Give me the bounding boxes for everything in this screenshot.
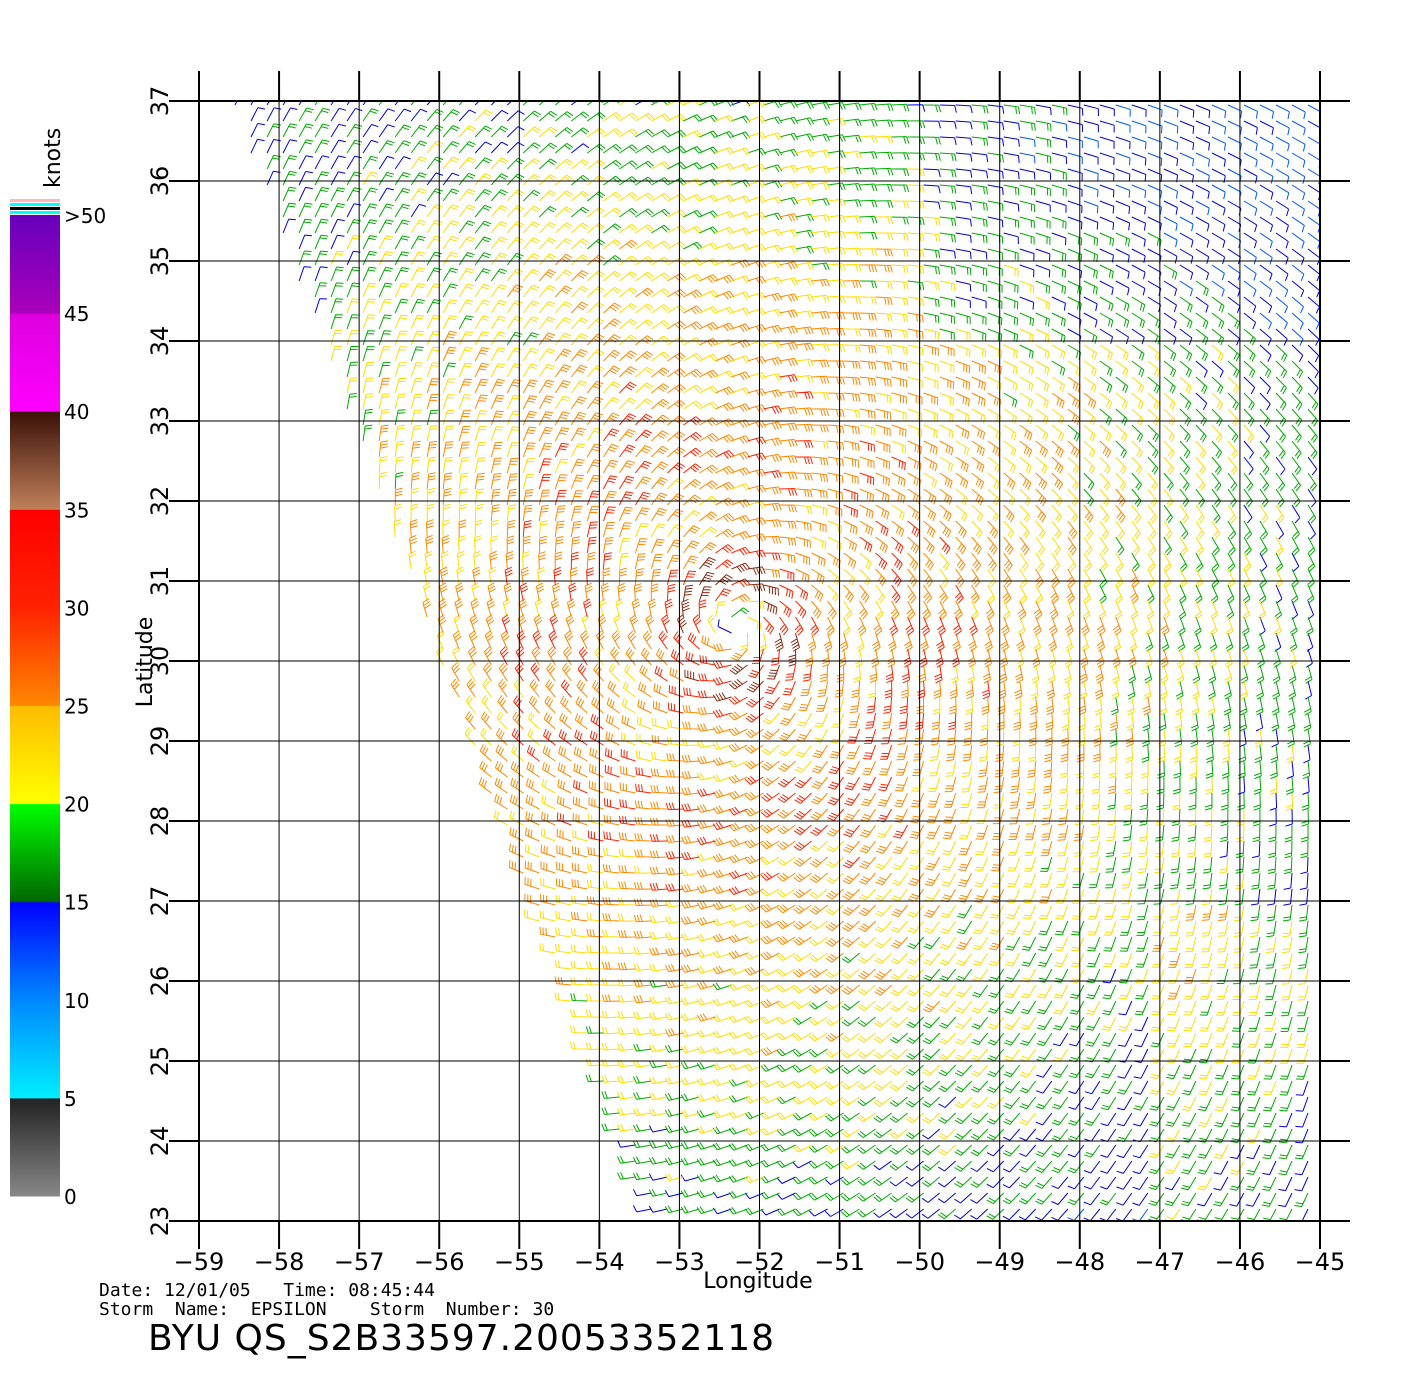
- colorbar-cap-stripe: [10, 203, 60, 206]
- x-tick-label: −59: [174, 1248, 225, 1276]
- colorbar-cap-stripe: [10, 207, 60, 210]
- x-tick-label: −54: [574, 1248, 625, 1276]
- colorbar-band: [10, 509, 60, 608]
- x-tick-label: −52: [734, 1248, 785, 1276]
- y-axis-ticks: 23 24 25 26 27 28 29 30 31 32 33 34 35 36 37: [146, 86, 174, 1237]
- wind-barb-group: [234, 101, 1320, 1221]
- x-tick-label: −58: [254, 1248, 305, 1276]
- colorbar-cap-stripe: [10, 199, 60, 202]
- y-tick-label: 33: [146, 406, 174, 437]
- colorbar-tick-label: 35: [64, 498, 89, 522]
- wind-barb-group: [378, 213, 1229, 1056]
- y-tick-label: 30: [146, 646, 174, 677]
- y-tick-label: 26: [146, 966, 174, 997]
- y-tick-label: 36: [146, 166, 174, 197]
- plot-frame: [198, 100, 1321, 1222]
- colorbar-tick-label: 15: [64, 891, 89, 915]
- y-tick-label: 29: [146, 726, 174, 757]
- wind-barb-group: [266, 101, 1319, 1221]
- file-title: BYU QS_S2B33597.20053352118: [148, 1318, 776, 1359]
- colorbar-tick-label: 10: [64, 989, 89, 1013]
- y-tick-label: 31: [146, 566, 174, 597]
- colorbar-band: [10, 607, 60, 706]
- colorbar-tick-label: 25: [64, 695, 89, 719]
- wind-barb-group: [499, 374, 991, 896]
- x-tick-label: −51: [814, 1248, 865, 1276]
- y-tick-label: 35: [146, 246, 174, 277]
- colorbar-tick-label: 0: [64, 1185, 77, 1209]
- wind-barb-group: [676, 557, 800, 702]
- grid-lines: [169, 71, 1350, 1249]
- colorbar: 0 5 10 15 20 25 30 35 40 45 >50: [10, 199, 106, 1209]
- colorbar-tick-label: 45: [64, 302, 89, 326]
- colorbar-band: [10, 1097, 60, 1197]
- colorbar-band: [10, 803, 60, 903]
- x-tick-label: −50: [894, 1248, 945, 1276]
- colorbar-band: [10, 215, 60, 314]
- x-tick-label: −47: [1135, 1248, 1186, 1276]
- colorbar-title: knots: [41, 128, 66, 188]
- colorbar-tick-label: 5: [64, 1087, 77, 1111]
- colorbar-tick-label: 30: [64, 596, 89, 620]
- y-axis-title: Latitude: [133, 617, 158, 708]
- y-tick-label: 27: [146, 886, 174, 917]
- y-tick-label: 34: [146, 326, 174, 357]
- x-tick-label: −49: [974, 1248, 1025, 1276]
- x-tick-label: −45: [1295, 1248, 1346, 1276]
- wind-barbs: [234, 101, 1320, 1221]
- colorbar-cap-stripe: [10, 211, 60, 214]
- colorbar-tick-label: 40: [64, 400, 89, 424]
- x-tick-label: −57: [334, 1248, 385, 1276]
- x-tick-label: −53: [654, 1248, 705, 1276]
- y-tick-label: 37: [146, 86, 174, 117]
- colorbar-tick-label: 20: [64, 793, 89, 817]
- y-tick-label: 28: [146, 806, 174, 837]
- date-time-line: Date: 12/01/05 Time: 08:45:44: [99, 1280, 435, 1301]
- y-tick-label: 32: [146, 486, 174, 517]
- colorbar-band: [10, 901, 60, 1001]
- y-tick-label: 24: [146, 1126, 174, 1157]
- x-tick-label: −48: [1054, 1248, 1105, 1276]
- y-tick-label: 25: [146, 1046, 174, 1077]
- x-tick-label: −46: [1215, 1248, 1266, 1276]
- x-axis-ticks: −59 −58 −57 −56 −55 −54 −53 −52 −51 −50 −49 −48 −47 −…: [174, 1248, 1346, 1276]
- storm-name-line: Storm Name: EPSILON Storm Number: 30: [99, 1299, 555, 1320]
- y-tick-label: 23: [146, 1206, 174, 1237]
- colorbar-band: [10, 705, 60, 805]
- wind-barb-group: [330, 101, 1309, 1221]
- x-tick-label: −56: [414, 1248, 465, 1276]
- colorbar-band: [10, 411, 60, 510]
- x-axis-title: Longitude: [703, 1269, 812, 1294]
- colorbar-tick-label: >50: [64, 204, 106, 228]
- colorbar-band: [10, 313, 60, 412]
- colorbar-band: [10, 999, 60, 1099]
- x-tick-label: −55: [494, 1248, 545, 1276]
